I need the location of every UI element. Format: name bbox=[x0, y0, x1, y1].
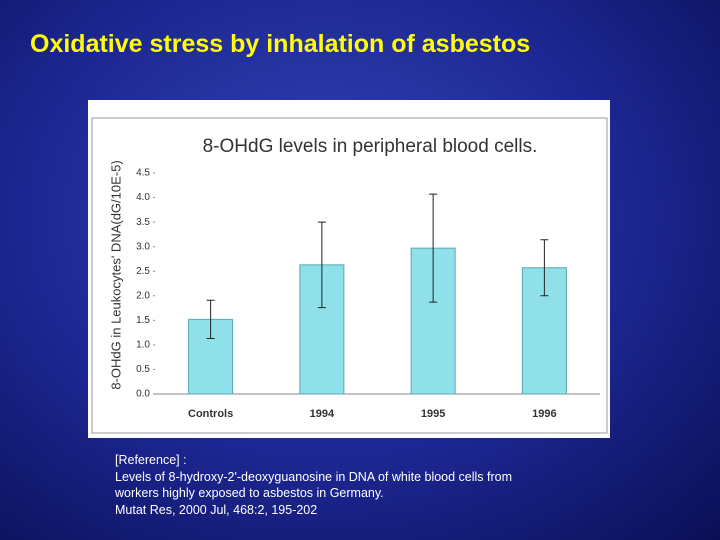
reference-line: Mutat Res, 2000 Jul, 468:2, 195-202 bbox=[115, 502, 318, 517]
x-tick-label: 1994 bbox=[310, 408, 335, 420]
y-tick-label: 4.0 bbox=[136, 192, 150, 203]
slide-title: Oxidative stress by inhalation of asbest… bbox=[30, 30, 531, 58]
y-tick-label: 2.5 bbox=[136, 266, 150, 277]
y-tick-label: 3.5 bbox=[136, 217, 150, 228]
plot-frame bbox=[91, 117, 608, 434]
y-axis-label: 8-OHdG in Leukocytes' DNA(dG/10E-5) bbox=[108, 160, 123, 389]
reference-line: Levels of 8-hydroxy-2'-deoxyguanosine in… bbox=[115, 469, 513, 484]
reference-line: [Reference] : bbox=[115, 453, 187, 467]
error-bar bbox=[206, 299, 215, 340]
error-bar bbox=[540, 239, 549, 297]
error-bar bbox=[429, 193, 438, 303]
reference: [Reference] : Levels of 8-hydroxy-2'-deox… bbox=[115, 452, 512, 518]
y-tick-label: 2.0 bbox=[136, 290, 150, 301]
y-tick-label: 0.0 bbox=[136, 389, 150, 400]
chart-title: 8-OHdG levels in peripheral blood cells. bbox=[203, 136, 538, 157]
y-tick-label: 1.5 bbox=[136, 315, 150, 326]
y-tick-label: 4.5 bbox=[136, 168, 150, 179]
x-tick-label: Controls bbox=[188, 408, 233, 420]
y-tick-label: 1.0 bbox=[136, 340, 150, 351]
error-bar bbox=[317, 221, 326, 309]
x-tick-label: 1996 bbox=[532, 408, 556, 420]
y-tick-label: 3.0 bbox=[136, 241, 150, 252]
reference-line: workers highly exposed to asbestos in Ge… bbox=[115, 486, 384, 500]
x-tick-label: 1995 bbox=[421, 408, 445, 420]
y-tick-label: 0.5 bbox=[136, 364, 150, 375]
